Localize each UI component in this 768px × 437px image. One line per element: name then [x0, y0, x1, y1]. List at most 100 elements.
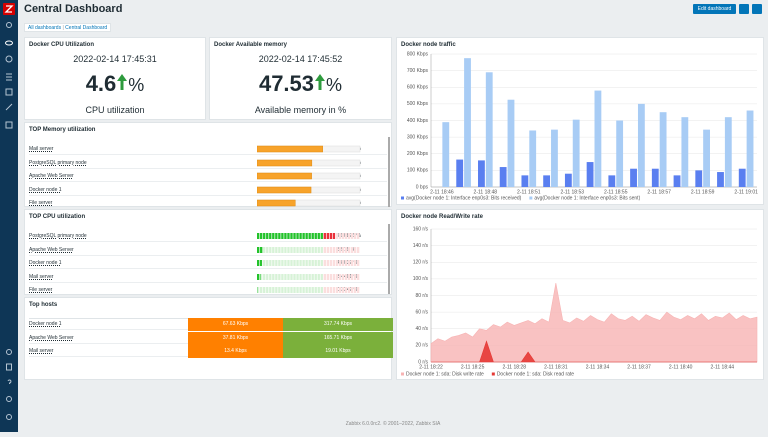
user-icon[interactable] — [7, 397, 12, 402]
widget-title: TOP CPU utilization — [29, 214, 85, 220]
bar-track-cell — [260, 287, 262, 293]
bar-track-cell — [278, 247, 280, 253]
description: Available memory in % — [210, 105, 391, 115]
support-icon[interactable] — [7, 350, 12, 355]
bar-track-cell — [266, 274, 268, 280]
legend-swatch — [529, 197, 532, 200]
bar-cell — [263, 233, 265, 239]
bar-cell — [324, 233, 326, 239]
bar-track-cell — [345, 247, 347, 253]
services-icon[interactable] — [6, 74, 12, 80]
bar — [739, 169, 746, 187]
scrollbar[interactable] — [388, 137, 390, 207]
bar-track-cell — [290, 260, 292, 266]
y-tick-label: 200 Kbps — [407, 151, 429, 157]
scrollbar[interactable] — [388, 224, 390, 294]
bar-track-cell — [348, 260, 350, 266]
bar-track-cell — [287, 287, 289, 293]
inventory-icon[interactable] — [6, 89, 12, 95]
bar — [456, 160, 463, 187]
host-name: File server — [29, 200, 52, 206]
units: % — [326, 75, 342, 95]
bar — [257, 160, 312, 166]
monitoring-icon[interactable] — [6, 56, 12, 62]
bar-cell — [327, 233, 329, 239]
bar-track-cell — [293, 260, 295, 266]
host-name: Docker node 1 — [29, 321, 62, 327]
bar-track-cell — [284, 247, 286, 253]
table-row: PostgreSQL primary node53.2302 % — [29, 157, 387, 169]
cell-in: 13.4 Kbps — [188, 345, 283, 358]
bar-track-cell — [284, 287, 286, 293]
bar-track-cell — [330, 247, 332, 253]
bar — [257, 274, 261, 280]
bar-track-cell — [318, 260, 320, 266]
config-icon[interactable] — [6, 122, 12, 128]
bar-track-cell — [309, 247, 311, 253]
bar-track-cell — [330, 274, 332, 280]
bar-track-cell — [318, 247, 320, 253]
value-line: 4.6% — [25, 71, 205, 97]
bar-track-cell — [284, 274, 286, 280]
reports-icon[interactable] — [6, 104, 12, 110]
bar-track-cell — [296, 260, 298, 266]
bar-track-cell — [354, 274, 356, 280]
bar-svg — [257, 159, 362, 167]
legend-swatch — [401, 373, 404, 376]
search-icon[interactable] — [7, 23, 12, 28]
host-name: PostgreSQL primary node — [29, 233, 87, 239]
bar — [257, 200, 295, 206]
breadcrumb[interactable]: Central Dashboard — [65, 25, 107, 31]
bar-track-cell — [357, 233, 359, 239]
edit-button[interactable]: Edit dashboard — [693, 4, 736, 14]
kiosk-button[interactable] — [752, 4, 762, 14]
bar-track-cell — [327, 274, 329, 280]
top-cpu-widget: TOP CPU utilization PostgreSQL primary n… — [24, 209, 392, 295]
bar-track-cell — [351, 287, 353, 293]
legend-label: avg(Docker node 1: Interface enp0s3: Bit… — [406, 195, 522, 201]
bar — [257, 187, 311, 193]
bar-track-cell — [351, 274, 353, 280]
bar-track-cell — [351, 247, 353, 253]
bar — [630, 169, 637, 187]
value: 4.6 — [86, 71, 117, 96]
bar-track-cell — [257, 287, 259, 293]
bar-track-cell — [354, 233, 356, 239]
bar-track-cell — [275, 287, 277, 293]
bar-cell — [284, 233, 286, 239]
bar-track-cell — [357, 287, 359, 293]
widget-title: TOP Memory utilization — [29, 127, 95, 133]
host-name: Apache Web Server — [29, 335, 74, 341]
bar-track-cell — [263, 260, 265, 266]
share-icon[interactable] — [7, 364, 12, 370]
bar-track-cell — [266, 287, 268, 293]
bar-track-cell — [305, 287, 307, 293]
bar-track-cell — [336, 274, 338, 280]
trend-arrow — [314, 73, 326, 91]
bar-track-cell — [290, 247, 292, 253]
bar — [703, 130, 710, 187]
x-tick-label: 2-11 18:25 — [461, 364, 485, 370]
bar-track-cell — [312, 247, 314, 253]
bar-cell — [302, 233, 304, 239]
y-tick-label: 60 r/s — [415, 309, 428, 315]
bar-cell — [287, 233, 289, 239]
bar-svg — [257, 199, 362, 207]
x-tick-label: 2-11 18:57 — [647, 189, 671, 195]
bar-track-cell — [348, 233, 350, 239]
menu-button[interactable] — [739, 4, 749, 14]
units: % — [128, 75, 144, 95]
y-tick-label: 500 Kbps — [407, 101, 429, 107]
bar-track-cell — [263, 274, 265, 280]
bar-track-cell — [324, 247, 326, 253]
dashboard-icon[interactable] — [6, 41, 13, 45]
y-tick-label: 80 r/s — [415, 293, 428, 299]
bar — [521, 175, 528, 187]
bar-track-cell — [327, 247, 329, 253]
help-icon[interactable] — [8, 380, 11, 384]
bar-track-cell — [333, 260, 335, 266]
breadcrumb[interactable]: All dashboards — [28, 25, 61, 31]
bar — [478, 160, 485, 187]
signout-icon[interactable] — [7, 415, 12, 420]
